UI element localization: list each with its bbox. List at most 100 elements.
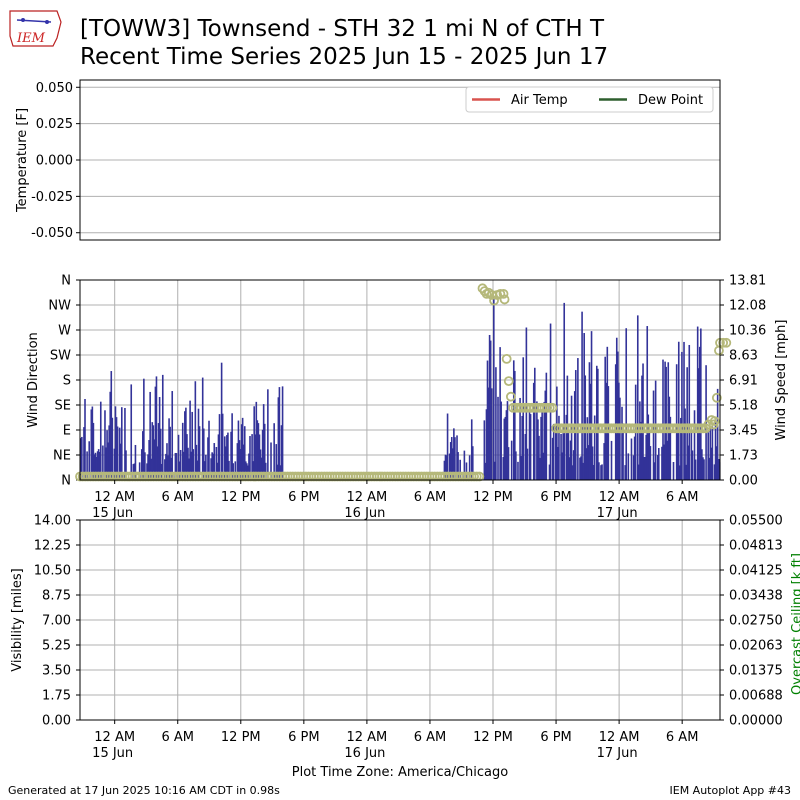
wind-speed-bar: [582, 462, 584, 480]
wind-speed-bar: [536, 401, 538, 480]
speed-tick-label: 13.81: [729, 274, 766, 289]
wind-speed-bar: [188, 458, 190, 480]
wind-speed-bar: [593, 415, 596, 480]
wind-speed-bar: [234, 461, 237, 480]
wind-speed-bar: [551, 437, 554, 480]
wind-speed-bar: [529, 414, 532, 480]
wind-speed-bar: [158, 397, 161, 480]
wind-speed-bar: [195, 444, 198, 480]
ceiling-tick-label: 0.04813: [729, 539, 783, 554]
wind-speed-bar: [243, 426, 246, 480]
wind-speed-bar: [93, 454, 96, 480]
wind-speed-bar: [106, 430, 108, 480]
ceiling-tick-label: 0.02063: [729, 639, 783, 654]
wind-speed-bar: [213, 443, 216, 480]
wind-speed-bar: [601, 464, 603, 480]
ceiling-tick-label: 0.02750: [729, 614, 783, 629]
wind-speed-bar: [201, 377, 204, 480]
time-tick-label: 6 AM: [414, 490, 447, 505]
wind-speed-bar: [147, 454, 149, 480]
time-tick-label: 6 PM: [540, 730, 571, 745]
visibility-ylabel: Visibility [miles]: [10, 568, 25, 671]
wind-speed-bar: [544, 390, 547, 480]
date-tick-label: 17 Jun: [597, 746, 638, 761]
wind-speed-bar: [717, 458, 720, 480]
wind-speed-bar: [116, 426, 119, 480]
direction-tick-label: SE: [55, 399, 71, 414]
wind-direction-marker: [498, 288, 509, 299]
wind-speed-bar: [701, 449, 703, 480]
wind-speed-bar: [567, 432, 570, 480]
wind-speed-bar: [445, 455, 448, 480]
x-axis-label: Plot Time Zone: America/Chicago: [292, 765, 508, 780]
wind-speed-bar: [619, 397, 621, 480]
wind-speed-bar: [197, 408, 200, 480]
wind-speed-bar: [194, 381, 197, 480]
ceiling-tick-label: 0.03438: [729, 589, 783, 604]
wind-speed-bar: [153, 439, 156, 480]
wind-speed-bar: [647, 414, 650, 480]
wind-speed-bar: [592, 464, 595, 480]
wind-speed-bar: [453, 428, 455, 480]
vis-tick-label: 8.75: [42, 589, 71, 604]
wind-speed-bar: [454, 437, 456, 480]
date-tick-label: 16 Jun: [344, 746, 385, 761]
wind-speed-bar: [187, 447, 189, 480]
wind-speed-bar: [573, 391, 576, 480]
wind-speed-bar: [239, 449, 242, 480]
wind-speed-bar: [677, 341, 680, 480]
wind-speed-bar: [281, 386, 284, 480]
wind-speed-bar: [252, 461, 254, 480]
wind-direction-marker: [709, 416, 720, 427]
wind-speed-bar: [86, 451, 88, 480]
wind-speed-bar: [561, 452, 563, 480]
wind-speed-bar: [521, 415, 523, 480]
wind-speed-bar: [232, 463, 234, 480]
wind-speed-bar: [215, 446, 218, 480]
wind-speed-bar: [617, 351, 619, 480]
wind-speed-bar: [218, 414, 221, 480]
wind-speed-bar: [570, 395, 573, 480]
wind-speed-bar: [680, 417, 682, 480]
wind-speed-bar: [178, 461, 181, 480]
time-tick-label: 6 AM: [414, 730, 447, 745]
wind-speed-bar: [115, 417, 118, 480]
wind-speed-bar: [672, 462, 675, 480]
wind-speed-bar: [598, 462, 600, 480]
wind-speed-bar: [168, 418, 170, 480]
wind-speed-bar: [95, 456, 98, 480]
temp-tick-label: -0.050: [31, 226, 73, 241]
wind-speed-bar: [540, 416, 542, 480]
wind-speed-bar: [161, 374, 164, 480]
wind-speed-bar: [684, 408, 686, 480]
time-tick-label: 12 AM: [346, 730, 387, 745]
wind-speed-bar: [182, 451, 185, 480]
wind-speed-bar: [186, 434, 188, 480]
wind-speed-bar: [105, 447, 107, 480]
wind-direction-marker: [721, 337, 732, 348]
wind-speed-bar: [503, 418, 506, 480]
wind-direction-marker: [499, 294, 510, 305]
wind-speed-bar: [119, 443, 122, 480]
wind-speed-bar: [667, 362, 670, 480]
wind-speed-bar: [463, 450, 466, 480]
wind-speed-bar: [80, 438, 82, 480]
legend-box: [465, 86, 714, 113]
wind-speed-bar: [263, 423, 266, 480]
wind-speed-bar: [548, 464, 551, 480]
wind-speed-bar: [198, 426, 201, 480]
wind-speed-bar: [649, 446, 652, 480]
wind-speed-bar: [110, 371, 113, 480]
wind-speed-bar: [91, 406, 94, 480]
direction-tick-label: N: [61, 474, 71, 489]
wind-speed-bar: [148, 440, 150, 480]
wind-speed-bar: [452, 448, 454, 480]
wind-speed-bar: [207, 437, 209, 480]
wind-speed-bar: [223, 436, 226, 480]
wind-speed-bar: [181, 422, 184, 480]
wind-speed-bar: [446, 413, 449, 480]
date-tick-label: 15 Jun: [92, 746, 133, 761]
wind-speed-bar: [493, 297, 495, 480]
vis-tick-label: 0.00: [42, 714, 71, 729]
wind-speed-bar: [211, 452, 213, 480]
